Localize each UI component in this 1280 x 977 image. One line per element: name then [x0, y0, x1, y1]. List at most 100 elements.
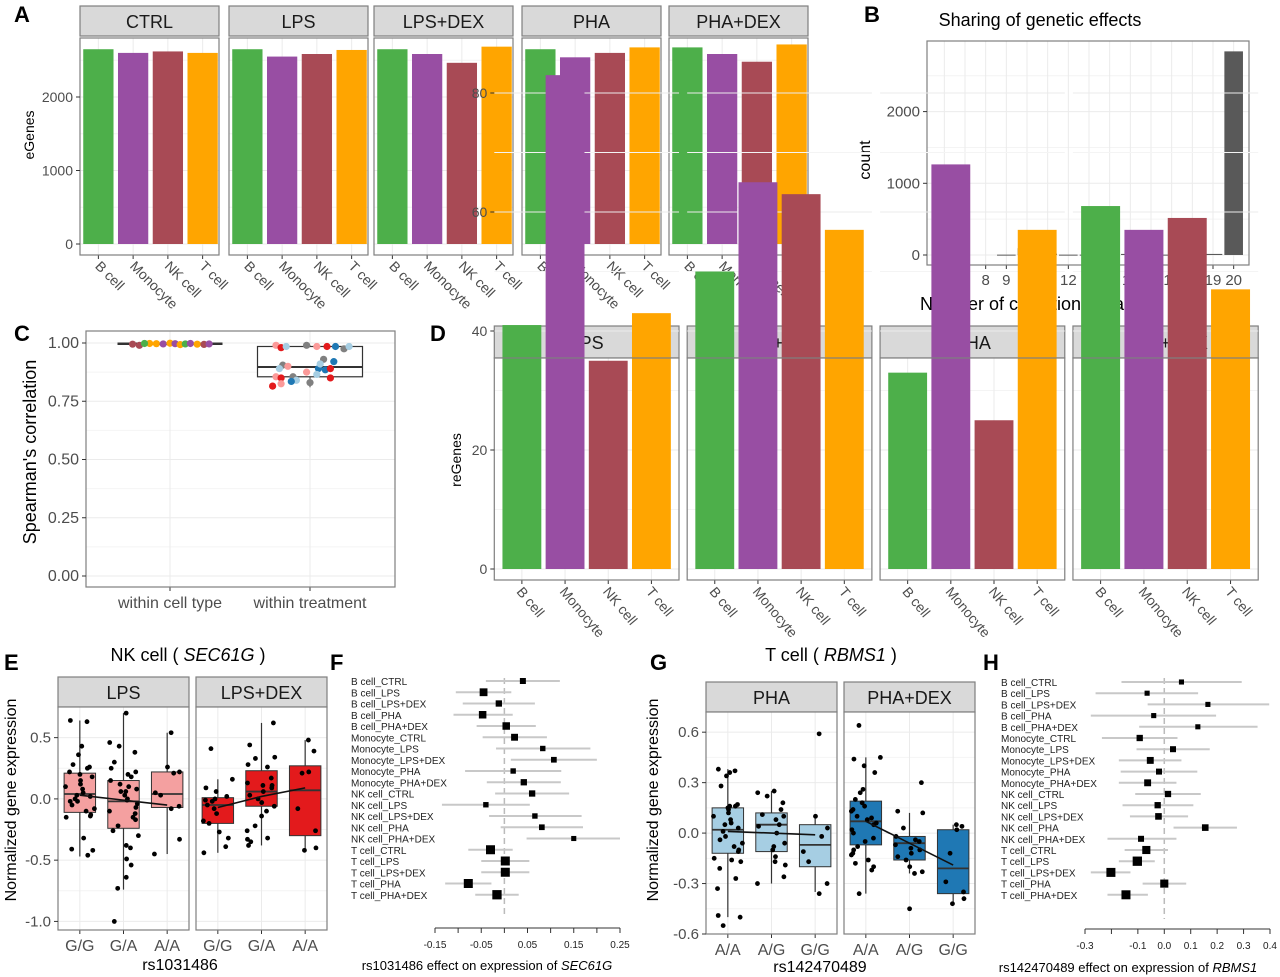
bar-b [1203, 253, 1223, 255]
point-e [229, 776, 235, 782]
bar-d [631, 313, 671, 569]
point-g [861, 763, 867, 769]
point-g [916, 839, 922, 844]
estimate-marker-h [1205, 701, 1211, 707]
point-e [270, 720, 276, 726]
row-label-f: NK cell_PHA [351, 823, 409, 834]
point-e [259, 813, 264, 819]
ytick-label-a: 1000 [42, 163, 73, 179]
point-c [313, 342, 321, 351]
point-g [819, 834, 825, 839]
estimate-marker-h [1151, 713, 1157, 719]
point-e [260, 789, 266, 794]
bar-d [738, 182, 778, 569]
point-g [947, 850, 953, 856]
point-e [63, 814, 69, 820]
point-e [224, 794, 230, 799]
row-label-h: Monocyte_PHA+DEX [1001, 779, 1097, 790]
panel-e-title: NK cell ( SEC61G ) [110, 645, 265, 665]
point-g [732, 768, 738, 774]
bar-a [481, 46, 512, 245]
point-g [711, 855, 717, 861]
panel-label-h: H [983, 650, 999, 675]
point-g [816, 891, 822, 897]
row-label-f: B cell_PHA+DEX [351, 722, 428, 733]
point-e [91, 806, 97, 812]
estimate-marker-h [1170, 746, 1177, 753]
panel-e-title-prefix: NK cell ( [110, 645, 183, 665]
xtick-label-d: T cell [1029, 584, 1063, 620]
bar-a [446, 62, 478, 245]
point-e [80, 790, 86, 796]
point-e [79, 743, 85, 749]
row-label-h: NK cell_PHA+DEX [1001, 835, 1086, 846]
point-g [872, 770, 878, 775]
point-g [778, 807, 784, 812]
point-e [265, 764, 270, 770]
point-g [771, 788, 777, 794]
point-e [107, 740, 113, 745]
point-g [851, 756, 857, 762]
point-e [259, 800, 265, 805]
point-g [852, 860, 858, 866]
row-label-h: B cell_PHA+DEX [1001, 723, 1078, 734]
row-label-h: Monocyte_PHA [1001, 768, 1071, 779]
bar-d [824, 229, 864, 569]
xtick-label-d: Monocyte [557, 584, 608, 641]
point-e [123, 789, 129, 794]
ytick-label-e: 0.0 [30, 791, 51, 808]
xtick-label-c: within cell type [117, 595, 222, 612]
panel-e-xlabel: rs1031486 [142, 957, 218, 974]
panel-c-ylabel: Spearman's correlation [20, 360, 40, 545]
point-g [733, 876, 739, 881]
xtick-label-d: NK cell [986, 584, 1027, 628]
row-label-h: T cell_LPS [1001, 857, 1050, 868]
point-c [282, 342, 290, 351]
point-e [107, 808, 112, 814]
ytick-label-e: -0.5 [25, 852, 51, 869]
point-e [171, 770, 177, 776]
point-g [715, 766, 721, 772]
estimate-marker-f [492, 890, 502, 900]
point-c [277, 374, 285, 382]
xtick-label-h: 0.4 [1263, 941, 1277, 952]
point-g [711, 813, 716, 819]
xtick-label-b: 9 [1002, 272, 1010, 289]
row-label-h: T cell_PHA [1001, 880, 1051, 891]
facet-strip-e [57, 676, 190, 708]
bar-a [411, 54, 443, 244]
point-g [715, 913, 721, 918]
point-g [912, 871, 917, 876]
xtick-label-f: 0.05 [518, 940, 538, 951]
point-g [852, 797, 858, 802]
panel-f-xlabel-prefix: rs1031486 effect on expression of [362, 958, 561, 973]
xtick-label-d: NK cell [600, 584, 641, 628]
point-g [781, 874, 787, 880]
point-e [245, 780, 250, 786]
point-e [208, 746, 214, 752]
panel-frame-a [228, 37, 369, 256]
point-e [209, 798, 215, 804]
ytick-label-c: 0.00 [48, 568, 79, 585]
point-e [115, 885, 121, 891]
estimate-marker-h [1136, 734, 1143, 742]
row-label-h: NK cell_PHA [1001, 824, 1059, 835]
point-e [295, 806, 301, 812]
point-e [176, 803, 182, 809]
point-c [277, 380, 285, 388]
bar-d [588, 360, 628, 569]
row-label-f: T cell_LPS+DEX [351, 868, 426, 879]
ytick-label-g: 0.3 [678, 775, 699, 792]
xtick-label-e: A/A [292, 938, 318, 955]
estimate-marker-f [500, 856, 510, 866]
estimate-marker-f [478, 711, 487, 719]
trend-line-g [865, 820, 954, 866]
row-label-h: T cell_CTRL [1001, 846, 1057, 857]
panel-frame-d [493, 357, 680, 581]
point-e [204, 802, 210, 808]
estimate-marker-h [1154, 802, 1161, 809]
point-e [78, 781, 83, 787]
xtick-label-f: -0.15 [424, 940, 447, 951]
xtick-label-b: 19 [1205, 272, 1222, 289]
row-label-f: T cell_PHA [351, 880, 401, 891]
